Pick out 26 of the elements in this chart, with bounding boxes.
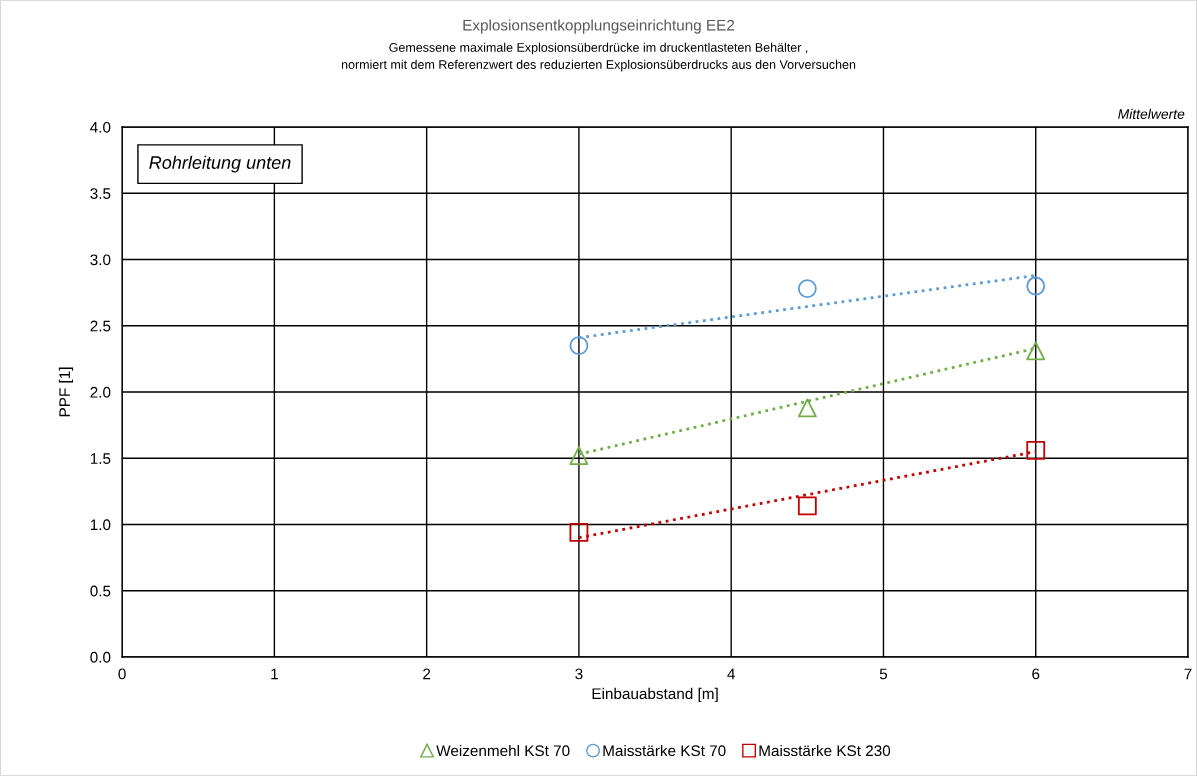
x-tick-label: 4 bbox=[727, 668, 735, 680]
x-tick-label: 7 bbox=[1184, 668, 1192, 680]
y-tick-label: 2.0 bbox=[90, 386, 111, 398]
x-tick-label: 3 bbox=[575, 668, 583, 680]
y-tick-label: 1.0 bbox=[90, 519, 111, 531]
chart-subtitle: Gemessene maximale Explosionsüberdrücke im druckentlasteten Behälter , normiert mit dem Referenzwert des reduzierten Explosionsüberdrucks aus den Vorversuchen bbox=[341, 42, 856, 72]
y-tick-label: 0.5 bbox=[90, 585, 111, 597]
y-tick-label: 2.5 bbox=[90, 320, 111, 332]
y-tick-label: 1.5 bbox=[90, 453, 111, 464]
x-tick-label: 2 bbox=[423, 668, 431, 680]
x-tick-label: 1 bbox=[271, 668, 278, 680]
chart-title: Explosionsentkopplungseinrichtung EE2 bbox=[463, 19, 735, 34]
x-tick-label: 0 bbox=[118, 668, 126, 680]
annotation: Rohrleitung unten bbox=[149, 155, 291, 173]
y-tick-label: 3.5 bbox=[90, 188, 111, 199]
y-axis-title: PPF [1] bbox=[58, 367, 74, 417]
legend-label: Maisstärke KSt 70 bbox=[603, 744, 726, 757]
x-axis-title: Einbauabstand [m] bbox=[592, 687, 718, 703]
y-tick-label: 0.0 bbox=[90, 651, 111, 663]
y-tick-label: 3.0 bbox=[90, 254, 111, 266]
legend-label: Weizenmehl KSt 70 bbox=[436, 744, 570, 757]
y-tick-label: 4.0 bbox=[90, 121, 111, 133]
text: Mittelwerte bbox=[1118, 108, 1185, 119]
x-tick-label: 5 bbox=[879, 668, 888, 680]
legend-label: Maisstärke KSt 230 bbox=[759, 744, 891, 757]
x-tick-label: 6 bbox=[1032, 668, 1040, 680]
